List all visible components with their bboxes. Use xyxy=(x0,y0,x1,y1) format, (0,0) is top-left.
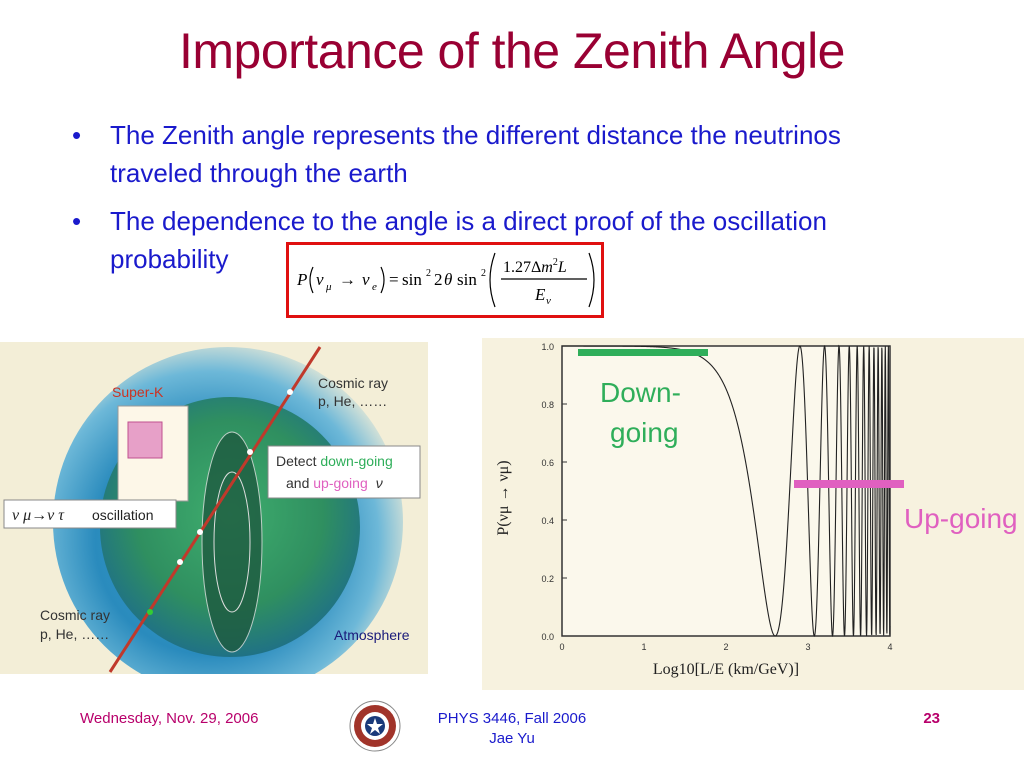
detect-callout xyxy=(267,445,421,499)
down-label: Down- xyxy=(600,377,681,408)
up-going-label: Up-going xyxy=(904,503,1018,534)
eq-arrow: → xyxy=(339,270,356,289)
eq-sup-2a: 2 xyxy=(426,268,431,279)
earth-inner-ring xyxy=(213,471,251,613)
eq-close-paren xyxy=(380,266,385,294)
detect-line-1: Detect down-going xyxy=(276,453,393,469)
bullet-2-line-1: The dependence to the angle is a direct … xyxy=(110,206,827,236)
y-tick-label: 0.6 xyxy=(541,458,554,468)
y-tick-label: 0.4 xyxy=(541,516,554,526)
detect-and: and xyxy=(286,475,313,491)
eq-equals: = xyxy=(389,270,399,289)
down-going-band xyxy=(578,349,708,356)
slide-title: Importance of the Zenith Angle xyxy=(179,23,845,79)
footer-author: Jae Yu xyxy=(489,730,535,747)
bullet-2-line-2: probability xyxy=(110,244,229,274)
eq-open-paren xyxy=(309,266,314,294)
y-tick-label: 0.8 xyxy=(541,400,554,410)
neutrino-path xyxy=(108,346,322,673)
footer-date: Wednesday, Nov. 29, 2006 xyxy=(80,710,259,727)
bullet-1-line-2: traveled through the earth xyxy=(110,158,408,188)
bullet-1: • The Zenith angle represents the differ… xyxy=(72,116,972,196)
eq-two: 2 xyxy=(434,270,443,289)
cosmic-top-label-2: p, He, …… xyxy=(318,393,387,409)
plot-xlabel: Log10[L/E (km/GeV)] xyxy=(653,661,799,678)
eq-num-L: L xyxy=(557,259,567,276)
eq-nu-2: ν xyxy=(362,270,370,289)
page-number: 23 xyxy=(923,710,940,727)
university-seal-icon xyxy=(349,700,401,752)
eq-numerator: 1.27Δm2L xyxy=(503,257,567,276)
eq-denominator-sub: ν xyxy=(546,295,551,307)
probability-curve xyxy=(562,344,891,638)
detect-word: Detect xyxy=(276,453,320,469)
eq-P: P xyxy=(296,270,307,289)
oscillation-equation: P ν μ → ν e = sin 2 2 θ sin 2 1.27Δm2L E… xyxy=(286,242,604,318)
cosmic-top-label-1: Cosmic ray xyxy=(318,375,388,391)
plot-ylabel: P(νμ → νμ) xyxy=(495,460,512,535)
eq-big-close-paren xyxy=(588,252,595,308)
particle xyxy=(287,389,293,395)
eq-sub-e: e xyxy=(372,281,377,293)
x-tick-label: 2 xyxy=(723,642,728,652)
eq-nu-1: ν xyxy=(316,270,324,289)
eq-big-open-paren xyxy=(489,252,496,308)
eq-sup-2b: 2 xyxy=(481,268,486,279)
eq-num-a: 1.27Δ xyxy=(503,259,541,276)
footer-course: PHYS 3446, Fall 2006 xyxy=(437,710,587,727)
eq-theta: θ xyxy=(444,270,452,289)
detect-down-going: down-going xyxy=(320,453,392,469)
bullet-dot: • xyxy=(72,206,82,236)
particle xyxy=(147,609,153,615)
eq-denominator-E: E xyxy=(534,285,546,304)
x-tick-label: 3 xyxy=(805,642,810,652)
atmosphere-label: Atmosphere xyxy=(334,627,410,643)
x-tick-label: 1 xyxy=(641,642,646,652)
detect-up-going: up-going xyxy=(313,475,368,491)
detect-line-2: and up-going ν xyxy=(286,475,383,491)
cosmic-bottom-label-2: p, He, …… xyxy=(40,626,109,642)
particle xyxy=(197,529,203,535)
up-going-band xyxy=(794,480,904,488)
detect-nu: ν xyxy=(376,475,383,491)
bullet-dot: • xyxy=(72,120,82,150)
oscillation-nu-label: ν μ→ν τ xyxy=(12,507,65,524)
bullet-2: • The dependence to the angle is a direc… xyxy=(72,202,972,282)
oscillation-label: oscillation xyxy=(92,507,153,523)
oscillation-callout xyxy=(3,499,177,529)
particle xyxy=(177,559,183,565)
particle xyxy=(247,449,253,455)
going-label: going xyxy=(610,417,679,448)
eq-sub-mu: μ xyxy=(325,281,332,293)
survival-probability-plot: P(νμ → νμ) Log10[L/E (km/GeV)] 1.0 0.8 0.6… xyxy=(482,338,1024,690)
x-tick-label: 4 xyxy=(887,642,892,652)
y-tick-label: 1.0 xyxy=(541,342,554,352)
cosmic-bottom-label-1: Cosmic ray xyxy=(40,607,110,623)
eq-sin-2: sin xyxy=(457,270,477,289)
eq-num-sup: 2 xyxy=(553,257,558,268)
superk-label: Super-K xyxy=(112,384,164,400)
bullet-1-line-1: The Zenith angle represents the differen… xyxy=(110,120,841,150)
earth-cross-section xyxy=(201,431,263,653)
atmospheric-neutrino-diagram: Super-K Cosmic ray p, He, …… Detect down… xyxy=(0,342,428,674)
eq-num-m: m xyxy=(541,259,553,276)
x-tick-label: 0 xyxy=(559,642,564,652)
plot-frame xyxy=(561,345,891,637)
superk-tank-icon xyxy=(127,421,163,459)
y-tick-label: 0.2 xyxy=(541,574,554,584)
y-tick-label: 0.0 xyxy=(541,632,554,642)
eq-sin-1: sin xyxy=(402,270,422,289)
